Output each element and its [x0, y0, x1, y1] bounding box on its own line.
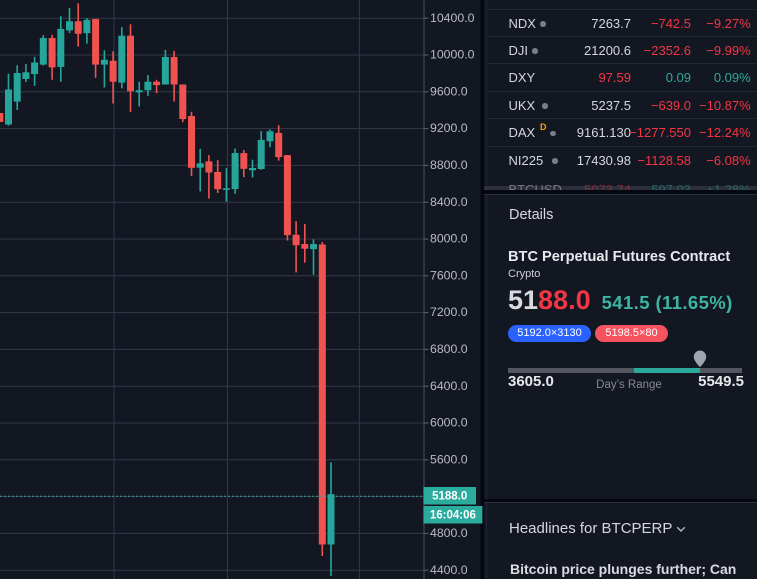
svg-text:16:04:06: 16:04:06: [430, 510, 476, 522]
svg-text:10400.0: 10400.0: [430, 11, 475, 25]
svg-text:7600.0: 7600.0: [430, 268, 468, 282]
svg-text:4800.0: 4800.0: [430, 526, 468, 540]
svg-text:6400.0: 6400.0: [430, 379, 468, 393]
svg-text:8800.0: 8800.0: [430, 158, 468, 172]
svg-text:6000.0: 6000.0: [430, 416, 468, 430]
svg-text:7200.0: 7200.0: [430, 305, 468, 319]
svg-text:4400.0: 4400.0: [430, 563, 468, 577]
svg-text:8400.0: 8400.0: [430, 195, 468, 209]
svg-text:9200.0: 9200.0: [430, 121, 468, 135]
svg-text:9600.0: 9600.0: [430, 84, 468, 98]
svg-text:6800.0: 6800.0: [430, 342, 468, 356]
svg-text:5600.0: 5600.0: [430, 452, 468, 466]
svg-text:8000.0: 8000.0: [430, 232, 468, 246]
svg-text:10000.0: 10000.0: [430, 48, 475, 62]
svg-text:5188.0: 5188.0: [432, 491, 467, 503]
